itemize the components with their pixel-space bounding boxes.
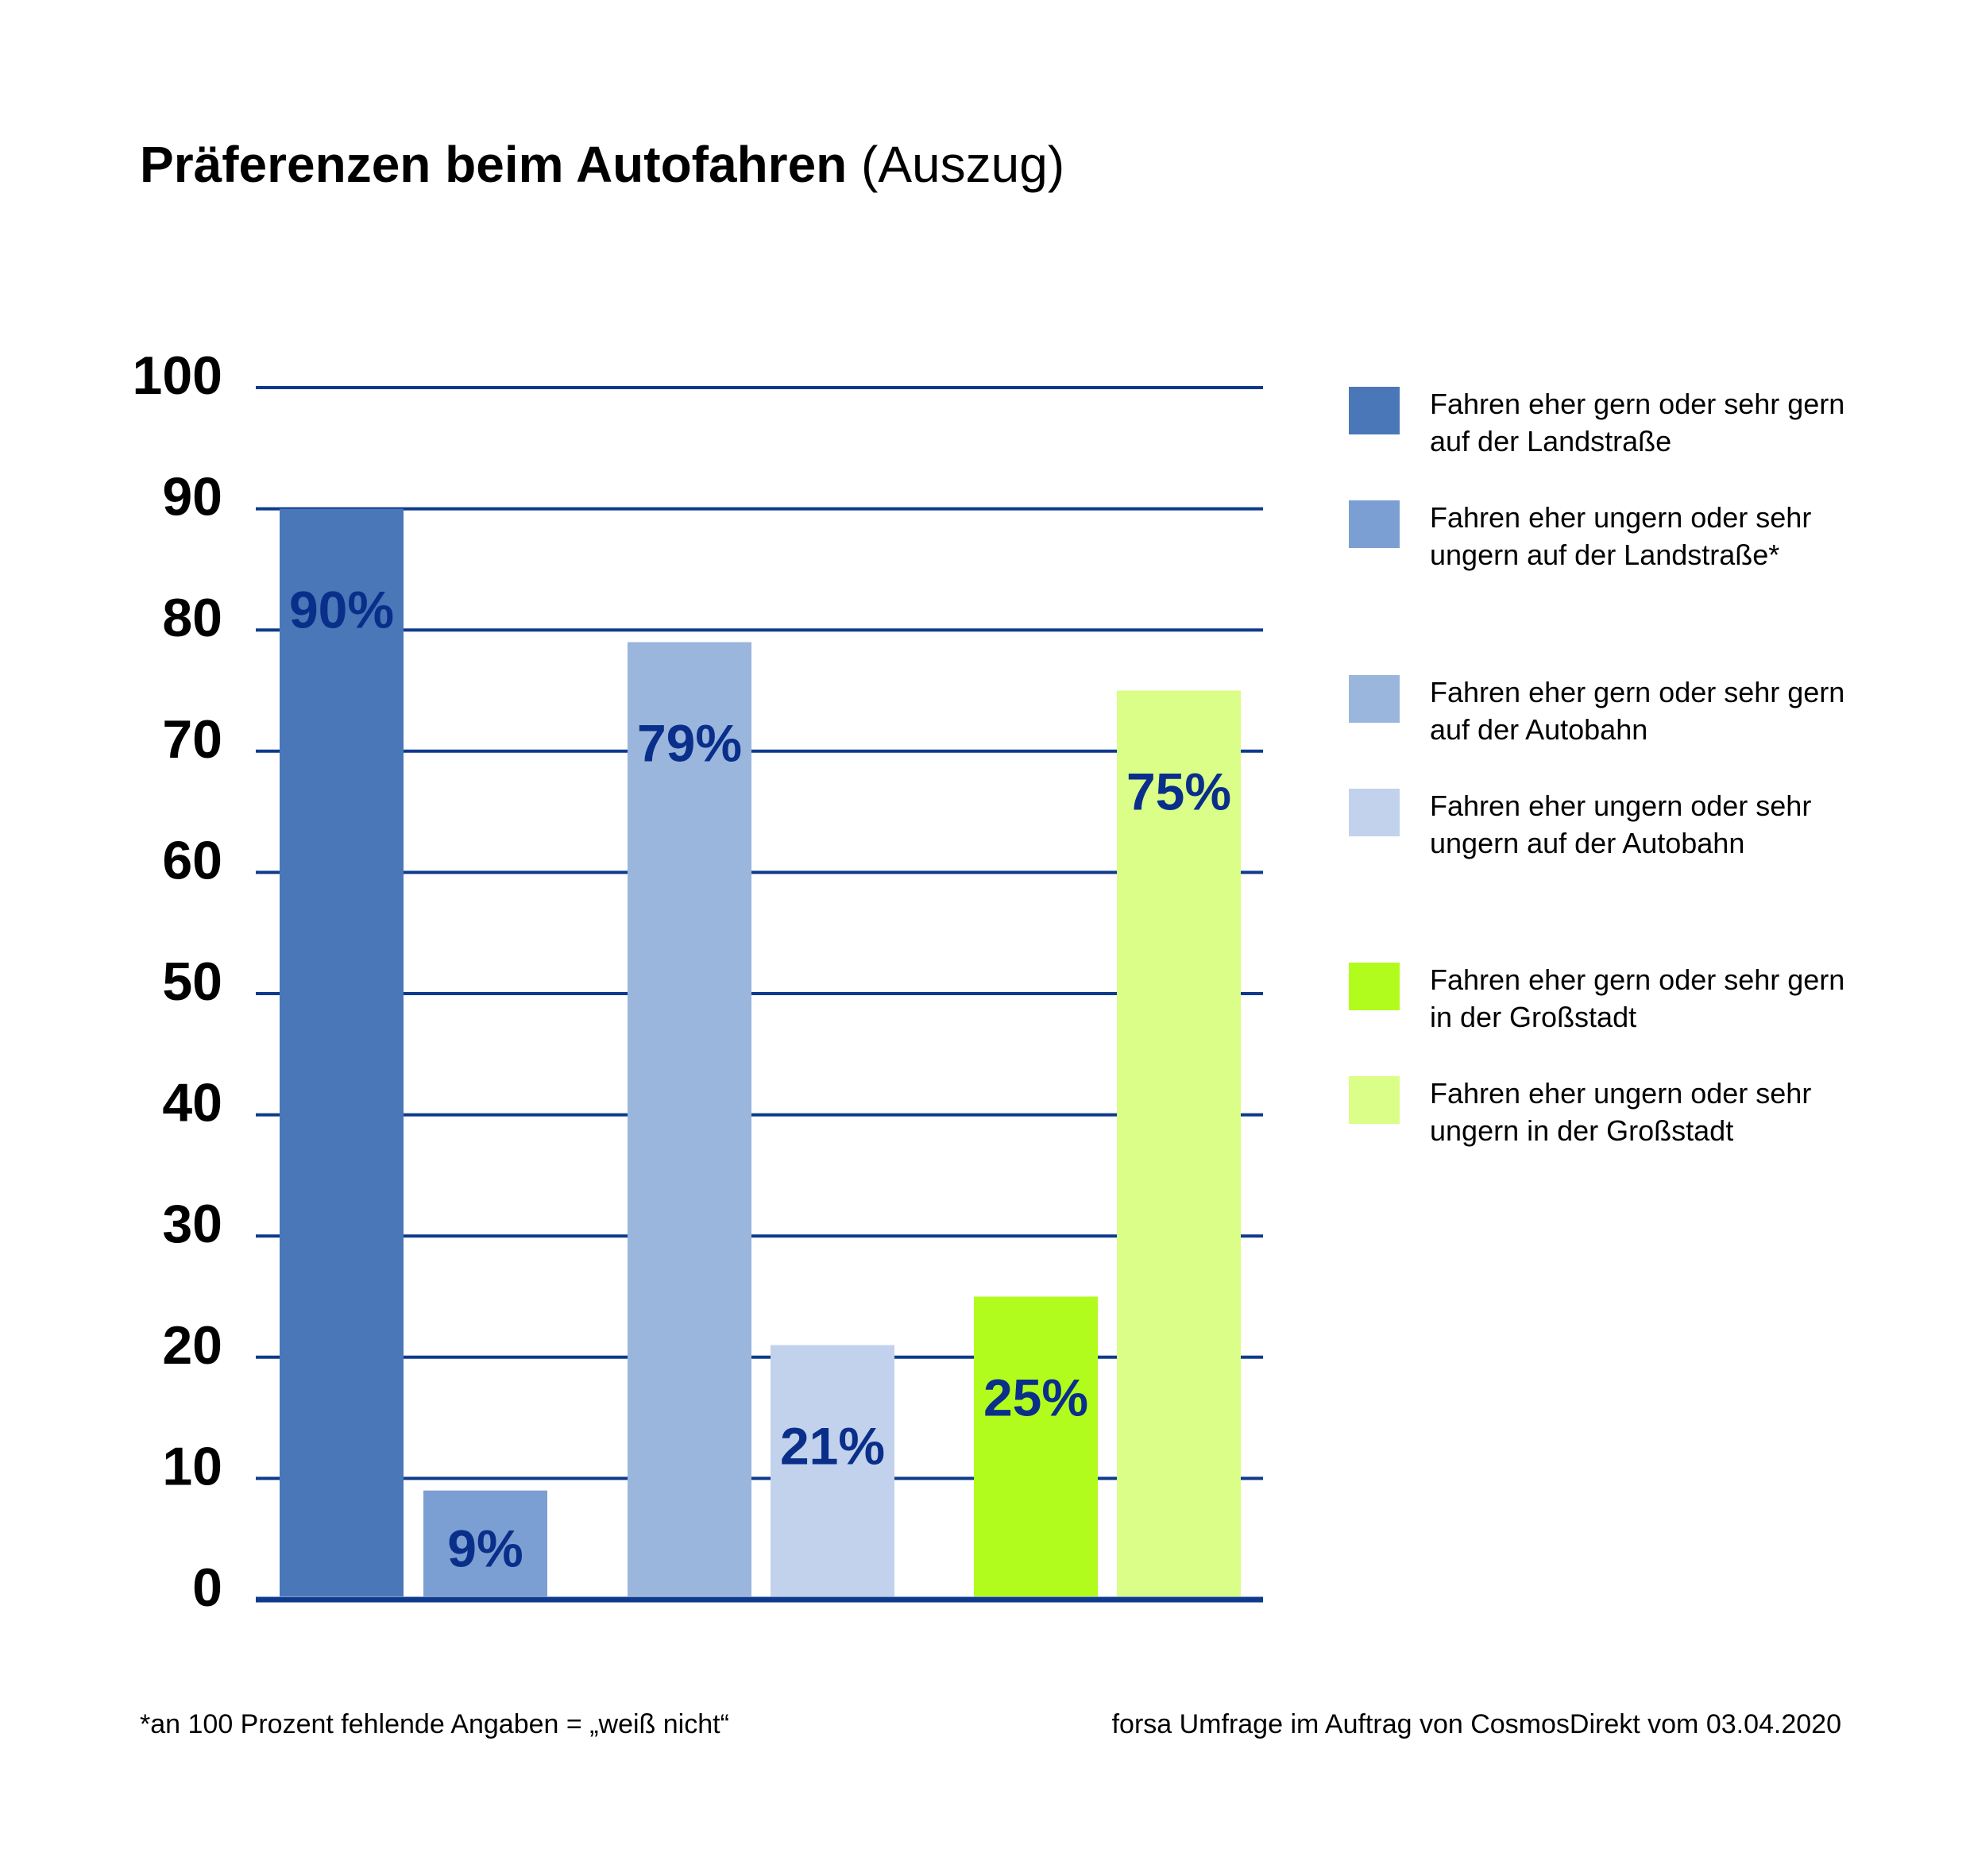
y-tick-label: 40 [162,1073,222,1133]
y-tick-label: 10 [162,1436,222,1496]
legend-label-line2: ungern auf der Landstraße* [1430,538,1780,571]
y-tick-label: 70 [162,709,222,770]
legend-label-line1: Fahren eher gern oder sehr gern [1430,388,1845,420]
bar [280,508,404,1596]
data-labels: 90% 9% 79% 21% 25% 75% [289,581,1231,1578]
legend-swatch [1349,1076,1400,1124]
y-tick-label: 90 [162,467,222,527]
legend-label: Fahren eher ungern oder sehr ungern auf … [1430,499,1946,573]
bar [771,1345,894,1596]
legend-label-line1: Fahren eher gern oder sehr gern [1430,963,1845,996]
legend-swatch [1349,789,1400,836]
legend-label: Fahren eher gern oder sehr gern auf der … [1430,674,1946,748]
y-tick-label: 30 [162,1194,222,1254]
legend-label-line1: Fahren eher gern oder sehr gern [1430,676,1845,708]
legend-label-line2: in der Großstadt [1430,1001,1637,1033]
legend-swatch [1349,387,1400,434]
legend-label: Fahren eher ungern oder sehr ungern in d… [1430,1075,1946,1149]
y-tick-label: 60 [162,830,222,890]
legend-label: Fahren eher gern oder sehr gern auf der … [1430,385,1946,460]
data-label: 75% [1126,762,1231,821]
legend-label-line2: ungern in der Großstadt [1430,1114,1734,1147]
data-label: 25% [983,1368,1088,1427]
y-tick-label: 50 [162,952,222,1012]
y-axis-ticks: 0 10 20 30 40 50 60 70 80 90 100 [133,345,222,1618]
y-tick-label: 20 [162,1315,222,1376]
data-label: 9% [447,1519,523,1578]
chart-title: Präferenzen beim Autofahren (Auszug) [140,135,1064,194]
chart-title-suffix: (Auszug) [861,136,1065,193]
y-tick-label: 100 [133,345,222,406]
legend-swatch [1349,963,1400,1010]
y-tick-label: 80 [162,588,222,648]
legend-label: Fahren eher ungern oder sehr ungern auf … [1430,787,1946,862]
footnote: *an 100 Prozent fehlende Angaben = „weiß… [140,1709,729,1739]
data-label: 79% [637,713,742,772]
legend-label-line1: Fahren eher ungern oder sehr [1430,501,1812,534]
bars [280,508,1241,1597]
legend-label-line2: ungern auf der Autobahn [1430,827,1745,859]
gridlines [256,386,1263,1603]
bar [628,642,751,1597]
bar [1117,690,1241,1596]
y-tick-label: 0 [192,1558,222,1618]
legend-label: Fahren eher gern oder sehr gern in der G… [1430,961,1946,1036]
bar [974,1296,1098,1596]
chart-title-main: Präferenzen beim Autofahren [140,136,848,193]
legend-label-line2: auf der Landstraße [1430,425,1672,457]
data-label: 21% [780,1417,885,1476]
source-note: forsa Umfrage im Auftrag von CosmosDirek… [1111,1709,1841,1739]
legend-label-line2: auf der Autobahn [1430,713,1648,746]
legend-swatch [1349,675,1400,723]
legend-label-line1: Fahren eher ungern oder sehr [1430,1077,1812,1110]
legend-swatch [1349,500,1400,548]
data-label: 90% [289,581,394,639]
legend-label-line1: Fahren eher ungern oder sehr [1430,789,1812,822]
bar [423,1490,547,1596]
